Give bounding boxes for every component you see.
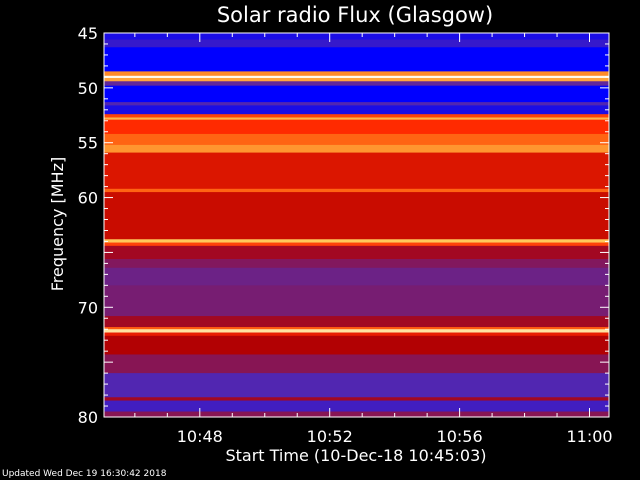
spectrum-band [104,316,609,328]
spectrum-band [104,192,609,240]
y-tick-label: 80 [78,408,98,427]
plot-frame [103,32,610,418]
spectrum-band [104,75,609,79]
spectrum-band [104,105,609,115]
spectrum-band [104,411,609,418]
spectrum-band [104,397,609,402]
spectrum-band [104,102,609,107]
spectrum-band [104,152,609,190]
spectrum-band [104,335,609,356]
y-tick-label: 70 [78,298,98,317]
spectrum-band [104,242,609,247]
spectrum-band [104,327,609,330]
updated-timestamp: Updated Wed Dec 19 16:30:42 2018 [2,469,167,479]
spectrum-band [104,144,609,154]
spectrum-band [104,71,609,77]
spectrum-band [104,133,609,146]
spectrum-band [104,188,609,193]
spectrum-band [104,47,609,72]
spectrum-band [104,373,609,398]
y-tick-label: 50 [78,79,98,98]
spectrum-band [104,332,609,337]
x-tick-label: 10:56 [437,427,483,446]
y-axis: 45 50 55 60 70 80 [78,24,609,427]
spectrum-band [104,354,609,374]
x-tick-label: 10:52 [307,427,353,446]
spectrum-band [104,119,609,135]
plot-area [104,33,609,418]
spectrum-band [104,267,609,286]
spectrum-band [104,85,609,103]
y-axis-label: Frequency [MHz] [48,157,67,291]
y-tick-label: 45 [78,24,98,43]
spectrum-band [104,329,609,334]
spectrum-band [104,33,609,41]
x-axis: 10:48 10:52 10:56 11:00 [134,33,613,446]
spectrum-band [104,239,609,244]
spectrum-band [104,285,609,317]
chart-title: Solar radio Flux (Glasgow) [217,3,493,27]
spectrum-band [104,245,609,260]
spectrum-band [104,400,609,413]
x-tick-label: 11:00 [566,427,612,446]
y-tick-label: 55 [78,134,98,153]
spectrum-band [104,114,609,119]
spectrum-band [104,77,609,82]
spectrum-band [104,39,609,48]
spectrum-band [104,117,609,121]
y-tick-label: 60 [78,189,98,208]
spectrum-band [104,259,609,269]
x-axis-label: Start Time (10-Dec-18 10:45:03) [225,446,486,465]
spectrum-band [104,81,609,87]
x-tick-label: 10:48 [177,427,223,446]
